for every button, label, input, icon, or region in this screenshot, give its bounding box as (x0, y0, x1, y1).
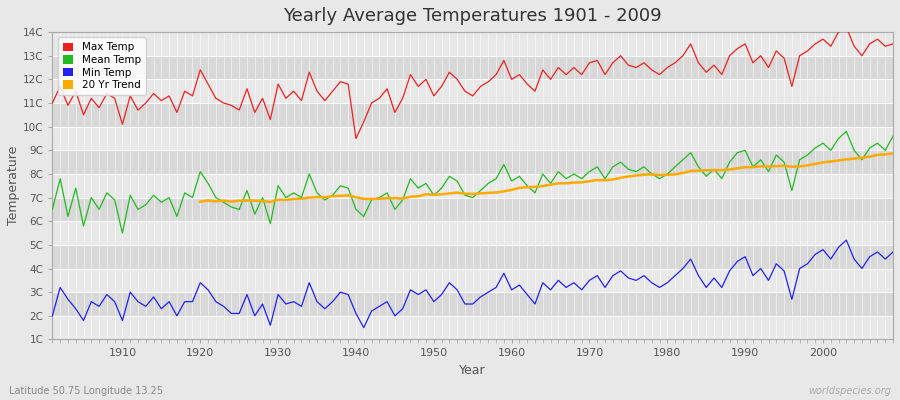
Bar (52, 174, 893, 198)
Mean Temp (117, 231, 128, 236)
Min Temp (47, 314, 58, 318)
Bar (52, 103, 893, 127)
Min Temp (608, 273, 618, 278)
Max Temp (328, 89, 338, 94)
20 Yr Trend (887, 151, 898, 156)
Mean Temp (514, 174, 525, 179)
Mean Temp (887, 134, 898, 138)
Bar (52, 268, 893, 292)
Line: Max Temp: Max Temp (52, 27, 893, 138)
Bar (52, 79, 893, 103)
20 Yr Trend (685, 168, 696, 173)
20 Yr Trend (864, 154, 875, 159)
Min Temp (887, 250, 898, 254)
Line: Mean Temp: Mean Temp (52, 131, 893, 233)
Max Temp (608, 60, 618, 65)
Line: Min Temp: Min Temp (52, 240, 893, 328)
Min Temp (506, 288, 517, 292)
Max Temp (506, 77, 517, 82)
X-axis label: Year: Year (459, 364, 486, 377)
Min Temp (841, 238, 851, 242)
Text: worldspecies.org: worldspecies.org (808, 386, 891, 396)
Bar (52, 245, 893, 268)
20 Yr Trend (265, 200, 275, 204)
Line: 20 Yr Trend: 20 Yr Trend (201, 154, 893, 202)
20 Yr Trend (794, 164, 805, 169)
Bar (52, 150, 893, 174)
Y-axis label: Temperature: Temperature (7, 146, 20, 226)
Min Temp (281, 302, 292, 306)
Text: Latitude 50.75 Longitude 13.25: Latitude 50.75 Longitude 13.25 (9, 386, 163, 396)
Bar (52, 56, 893, 79)
Max Temp (47, 100, 58, 105)
Bar (52, 127, 893, 150)
Min Temp (109, 299, 120, 304)
Bar (52, 316, 893, 340)
Max Temp (514, 72, 525, 77)
Bar (52, 221, 893, 245)
Mean Temp (506, 179, 517, 184)
Max Temp (351, 136, 362, 141)
Title: Yearly Average Temperatures 1901 - 2009: Yearly Average Temperatures 1901 - 2009 (284, 7, 662, 25)
Mean Temp (47, 207, 58, 212)
Max Temp (887, 42, 898, 46)
Mean Temp (335, 183, 346, 188)
Min Temp (328, 299, 338, 304)
Max Temp (281, 96, 292, 101)
Mean Temp (288, 190, 299, 195)
Min Temp (358, 325, 369, 330)
20 Yr Trend (778, 163, 789, 168)
Min Temp (514, 283, 525, 288)
Bar (52, 32, 893, 56)
Max Temp (841, 25, 851, 30)
Bar (52, 198, 893, 221)
20 Yr Trend (413, 194, 424, 199)
Legend: Max Temp, Mean Temp, Min Temp, 20 Yr Trend: Max Temp, Mean Temp, Min Temp, 20 Yr Tre… (58, 37, 146, 96)
Mean Temp (608, 164, 618, 169)
20 Yr Trend (296, 196, 307, 201)
20 Yr Trend (195, 199, 206, 204)
Max Temp (109, 96, 120, 101)
Mean Temp (109, 198, 120, 202)
Mean Temp (841, 129, 851, 134)
Bar (52, 292, 893, 316)
